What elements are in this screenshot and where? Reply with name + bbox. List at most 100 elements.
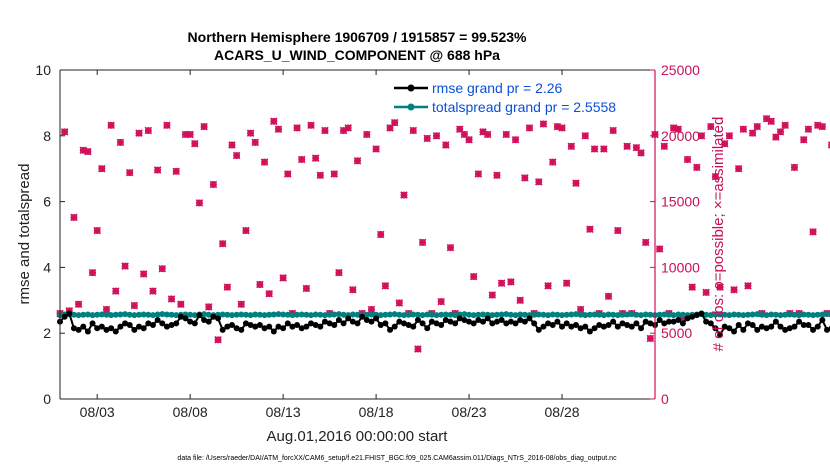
obs-assimilated-marker (390, 118, 399, 127)
obs-assimilated-marker (158, 264, 167, 273)
rmse-point (628, 323, 635, 330)
rmse-point (805, 321, 812, 328)
rmse-point (205, 318, 212, 325)
rmse-point (387, 326, 394, 333)
rmse-point (535, 326, 542, 333)
obs-assimilated-marker (474, 170, 483, 178)
obs-count-point (730, 286, 738, 294)
obs-assimilated-marker (576, 305, 585, 314)
obs-count-point (790, 163, 799, 172)
obs-assimilated-marker (516, 296, 524, 305)
totalspread-point (159, 311, 166, 318)
totalspread-point (647, 311, 654, 318)
rmse-point (735, 321, 742, 328)
obs-assimilated-marker (279, 274, 287, 282)
rmse-point (814, 323, 821, 330)
totalspread-point (238, 311, 245, 318)
obs-count-point (163, 121, 171, 130)
rmse-point (531, 320, 538, 327)
obs-count-point (776, 128, 785, 136)
obs-assimilated-marker (600, 145, 608, 153)
totalspread-point (596, 311, 603, 318)
obs-count-point (363, 130, 371, 139)
rmse-point (145, 320, 152, 327)
obs-assimilated-marker (548, 158, 557, 166)
totalspread-point (149, 312, 156, 319)
obs-count-point (93, 226, 101, 235)
rmse-point (215, 315, 222, 322)
rmse-point (66, 310, 73, 317)
obs-count-point (88, 268, 97, 277)
rmse-point (70, 325, 77, 332)
rmse-point (503, 320, 510, 327)
rmse-point (117, 323, 124, 330)
rmse-point (819, 317, 826, 324)
obs-count-point (562, 279, 571, 287)
rmse-point (517, 317, 524, 324)
rmse-point (428, 318, 435, 325)
x-tick-label: 08/08 (173, 404, 208, 420)
rmse-point (619, 320, 626, 327)
obs-count-point (483, 130, 492, 139)
obs-count-point (242, 226, 250, 235)
obs-count-point (149, 287, 157, 295)
obs-assimilated-marker (139, 270, 148, 278)
rmse-point (763, 325, 770, 332)
obs-count-point (353, 157, 362, 165)
rmse-point (122, 320, 129, 327)
rmse-point (396, 318, 403, 325)
totalspread-point (461, 311, 468, 318)
y-left-tick-label: 10 (35, 62, 51, 78)
obs-assimilated-marker (776, 128, 785, 136)
rmse-point (345, 315, 352, 322)
title-line-2: ACARS_U_WIND_COMPONENT @ 688 hPa (214, 47, 500, 63)
totalspread-point (707, 312, 714, 319)
obs-count-point (409, 126, 418, 135)
rmse-point (586, 328, 593, 335)
y-right-tick-label: 25000 (661, 62, 700, 78)
obs-count-point (637, 149, 645, 157)
obs-assimilated-marker (200, 122, 208, 131)
rmse-point (373, 315, 380, 322)
rmse-point (507, 318, 514, 325)
rmse-point (638, 325, 645, 332)
rmse-point (149, 321, 156, 328)
obs-count-point (302, 284, 311, 293)
obs-count-point (344, 124, 352, 132)
rmse-point (791, 323, 798, 330)
y-right-tick-label: 5000 (661, 325, 692, 341)
rmse-point (614, 323, 621, 330)
rmse-point (605, 321, 612, 328)
obs-count-point (121, 262, 129, 270)
obs-count-point (260, 158, 269, 166)
rmse-point (340, 320, 347, 327)
totalspread-point (480, 311, 487, 318)
totalspread-point (312, 311, 319, 318)
obs-assimilated-marker (251, 138, 259, 147)
rmse-point (182, 315, 189, 322)
rmse-point (419, 320, 426, 327)
rmse-point (698, 310, 705, 317)
totalspread-point (145, 311, 152, 318)
totalspread-point (326, 311, 333, 318)
obs-count-point (456, 125, 464, 133)
totalspread-point (89, 312, 96, 319)
obs-count-point (707, 122, 715, 131)
rmse-point (512, 320, 519, 327)
obs-count-point (516, 296, 524, 305)
totalspread-point (335, 311, 342, 318)
totalspread-point (633, 311, 640, 318)
obs-count-point (130, 301, 139, 310)
totalspread-point (675, 311, 682, 318)
obs-count-point (614, 226, 622, 235)
obs-count-point (744, 282, 752, 290)
rmse-point (726, 325, 733, 332)
obs-count-point (753, 122, 762, 131)
obs-count-point (511, 135, 520, 144)
totalspread-point (252, 311, 259, 318)
totalspread-point (703, 311, 710, 318)
totalspread-point (298, 311, 305, 318)
rmse-point (591, 325, 598, 332)
obs-count-point (98, 164, 106, 173)
obs-assimilated-marker (809, 228, 817, 236)
